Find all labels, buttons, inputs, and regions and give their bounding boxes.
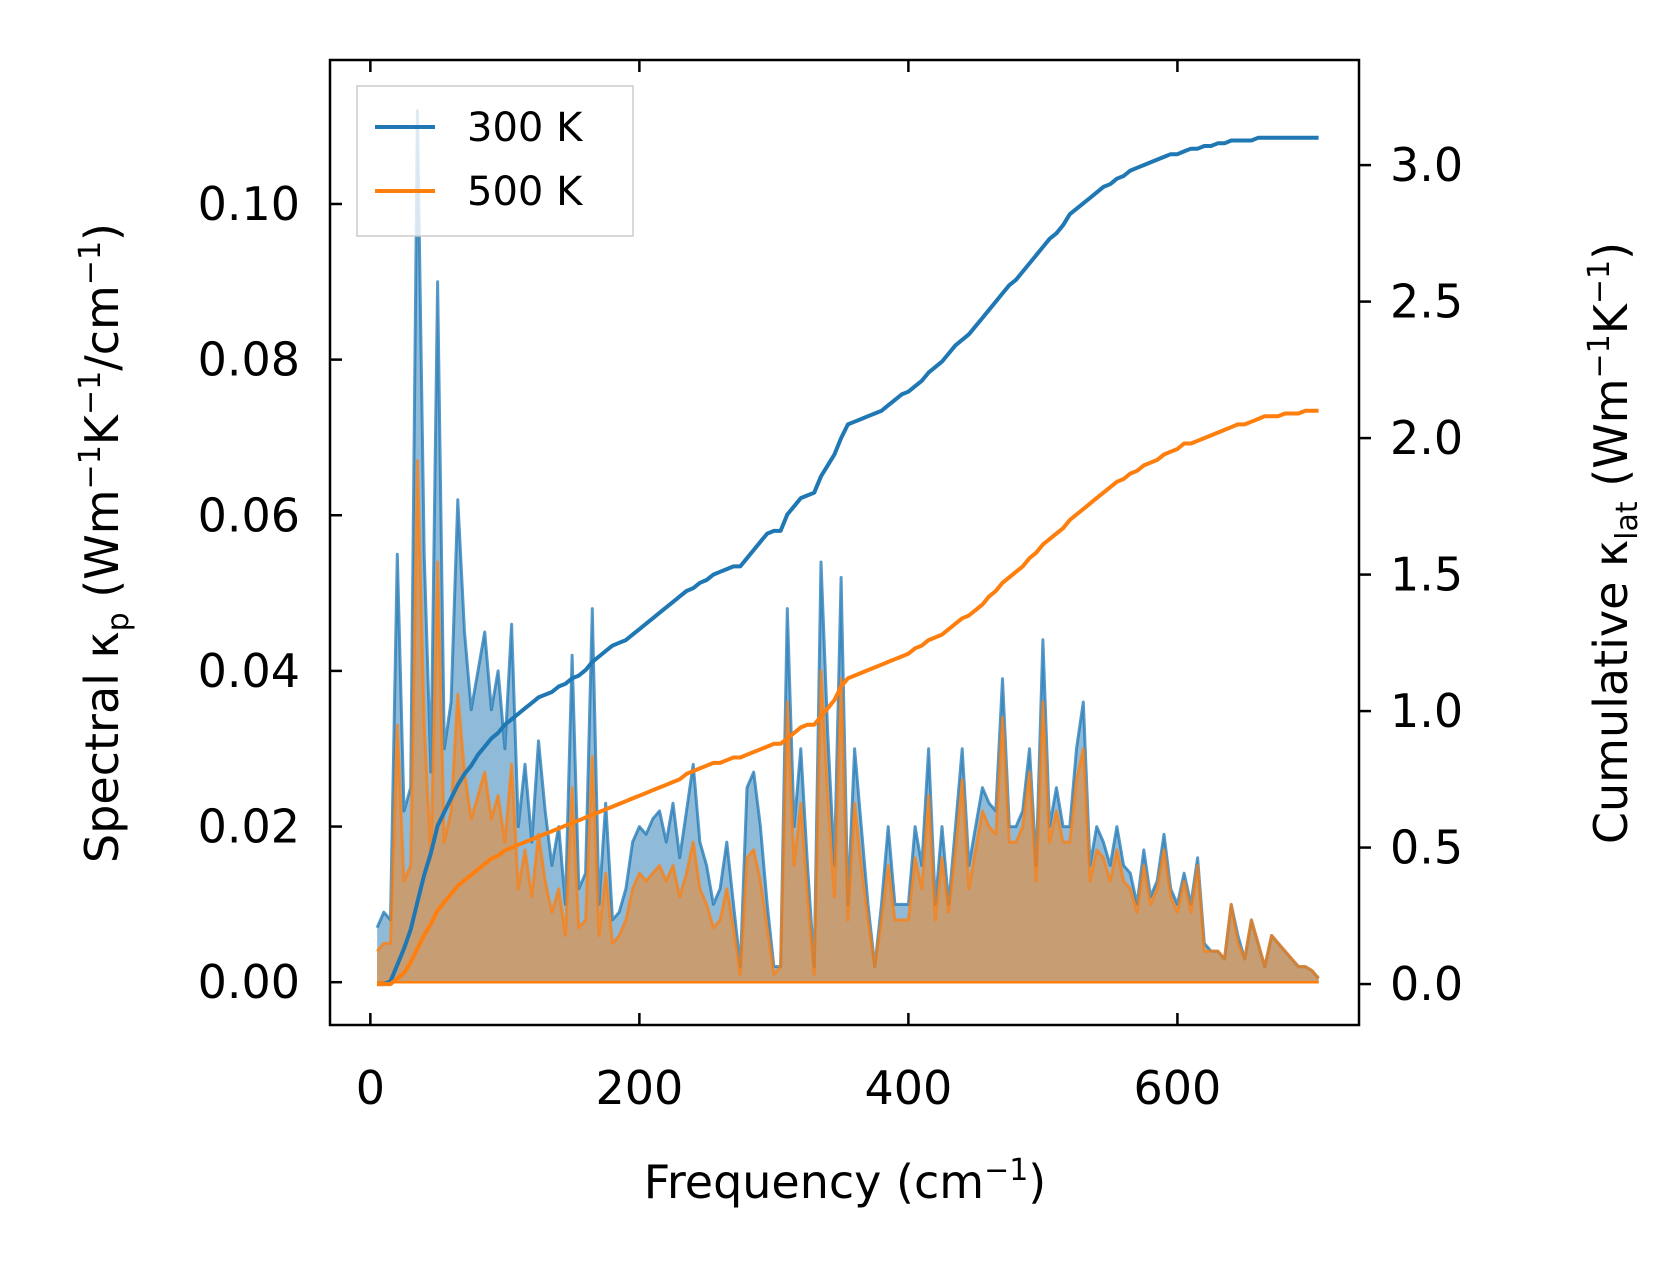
y-axis-left: 0.00 0.02 0.04 0.06 0.08 0.10 xyxy=(198,177,342,1009)
spectral-line-500k xyxy=(375,459,1320,980)
x-tick-label: 200 xyxy=(595,1061,683,1115)
y-tick-label-left: 0.10 xyxy=(198,177,300,231)
y-tick-label-left: 0.00 xyxy=(198,955,300,1009)
legend-box xyxy=(356,85,634,237)
x-axis-label: Frequency (cm−1) xyxy=(644,1153,1047,1209)
y-tick-label-right: 1.5 xyxy=(1390,548,1463,602)
cumulative-line-500k xyxy=(377,408,1319,987)
y-tick-label-right: 0.0 xyxy=(1390,957,1463,1011)
y-tick-label-right: 0.5 xyxy=(1390,821,1463,875)
cumulative-line-300k xyxy=(377,135,1319,987)
x-axis: 0 200 400 600 xyxy=(356,60,1222,1115)
y-tick-label-right: 3.0 xyxy=(1390,138,1463,192)
y-axis-right-label: Cumulative κlat (Wm−1K−1) xyxy=(1582,242,1645,844)
y-axis-right: 0.0 0.5 1.0 1.5 2.0 2.5 3.0 xyxy=(1359,138,1463,1011)
y-tick-label-left: 0.06 xyxy=(198,488,300,542)
spectral-area-500k xyxy=(377,460,1319,983)
y-tick-label-left: 0.02 xyxy=(198,800,300,854)
y-tick-label-left: 0.08 xyxy=(198,333,300,387)
cumulative-line-layer xyxy=(377,135,1319,987)
x-tick-label: 400 xyxy=(864,1061,952,1115)
y-tick-label-left: 0.04 xyxy=(198,644,300,698)
y-tick-label-right: 1.0 xyxy=(1390,684,1463,738)
spectral-line-layer xyxy=(375,109,1320,984)
legend-label-500k: 500 K xyxy=(467,169,584,215)
legend: 300 K 500 K xyxy=(356,85,634,237)
y-tick-label-right: 2.5 xyxy=(1390,275,1463,329)
x-tick-label: 600 xyxy=(1134,1061,1222,1115)
plot-frame xyxy=(328,58,1361,1027)
y-tick-label-right: 2.0 xyxy=(1390,411,1463,465)
x-tick-label: 0 xyxy=(356,1061,385,1115)
y-axis-left-label: Spectral κp (Wm−1K−1/cm−1) xyxy=(73,223,136,863)
legend-label-300k: 300 K xyxy=(467,105,584,151)
